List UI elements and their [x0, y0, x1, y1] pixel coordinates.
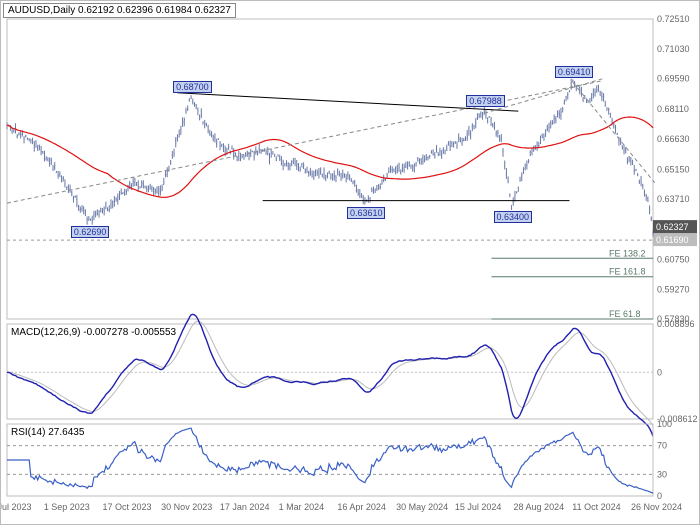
price-annotation: 0.62690: [71, 226, 110, 238]
svg-text:70: 70: [657, 441, 667, 451]
svg-text:0.008896: 0.008896: [657, 319, 695, 329]
svg-text:FE 138.2: FE 138.2: [609, 248, 646, 258]
svg-text:15 Jul 2024: 15 Jul 2024: [455, 502, 502, 512]
symbol-title: AUDUSD,Daily 0.62192 0.62396 0.61984 0.6…: [3, 3, 236, 18]
svg-text:30: 30: [657, 469, 667, 479]
svg-text:0.71030: 0.71030: [657, 44, 690, 54]
svg-text:100: 100: [657, 419, 672, 429]
svg-text:28 Aug 2024: 28 Aug 2024: [514, 502, 565, 512]
svg-text:0.62327: 0.62327: [656, 222, 689, 232]
svg-text:0.59270: 0.59270: [657, 285, 690, 295]
svg-text:0.69590: 0.69590: [657, 74, 690, 84]
chart-container: AUDUSD,Daily 0.62192 0.62396 0.61984 0.6…: [0, 0, 700, 525]
svg-text:19 Jul 2023: 19 Jul 2023: [1, 502, 32, 512]
price-annotation: 0.63610: [347, 207, 386, 219]
price-annotation: 0.68700: [173, 81, 212, 93]
svg-text:0: 0: [657, 367, 662, 377]
svg-text:0.68110: 0.68110: [657, 104, 689, 114]
rsi-label: RSI(14) 27.6435: [11, 427, 84, 438]
svg-text:0.61690: 0.61690: [656, 235, 689, 245]
svg-text:FE 61.8: FE 61.8: [609, 309, 641, 319]
svg-text:0.63710: 0.63710: [657, 194, 690, 204]
price-annotation: 0.63400: [494, 211, 533, 223]
chart-svg: 0.72510 0.71030 0.69590 0.68110 0.66630 0.651…: [1, 1, 699, 524]
svg-text:17 Oct 2023: 17 Oct 2023: [102, 502, 151, 512]
svg-text:0.66630: 0.66630: [657, 134, 690, 144]
price-annotation: 0.67988: [466, 95, 505, 107]
svg-text:0.65150: 0.65150: [657, 164, 690, 174]
macd-label: MACD(12,26,9) -0.007278 -0.005553: [11, 327, 176, 338]
svg-text:0: 0: [657, 491, 662, 501]
svg-text:11 Oct 2024: 11 Oct 2024: [572, 502, 620, 512]
svg-text:1 Mar 2024: 1 Mar 2024: [279, 502, 325, 512]
svg-text:26 Nov 2024: 26 Nov 2024: [631, 502, 682, 512]
svg-text:FE 161.8: FE 161.8: [609, 267, 646, 277]
price-annotation: 0.69410: [555, 66, 594, 78]
svg-text:0.72510: 0.72510: [657, 14, 690, 24]
svg-text:1 Sep 2023: 1 Sep 2023: [44, 502, 90, 512]
svg-text:0.60750: 0.60750: [657, 254, 690, 264]
svg-text:17 Jan 2024: 17 Jan 2024: [220, 502, 270, 512]
svg-text:30 Nov 2023: 30 Nov 2023: [161, 502, 212, 512]
svg-text:16 Apr 2024: 16 Apr 2024: [337, 502, 386, 512]
svg-text:30 May 2024: 30 May 2024: [396, 502, 448, 512]
